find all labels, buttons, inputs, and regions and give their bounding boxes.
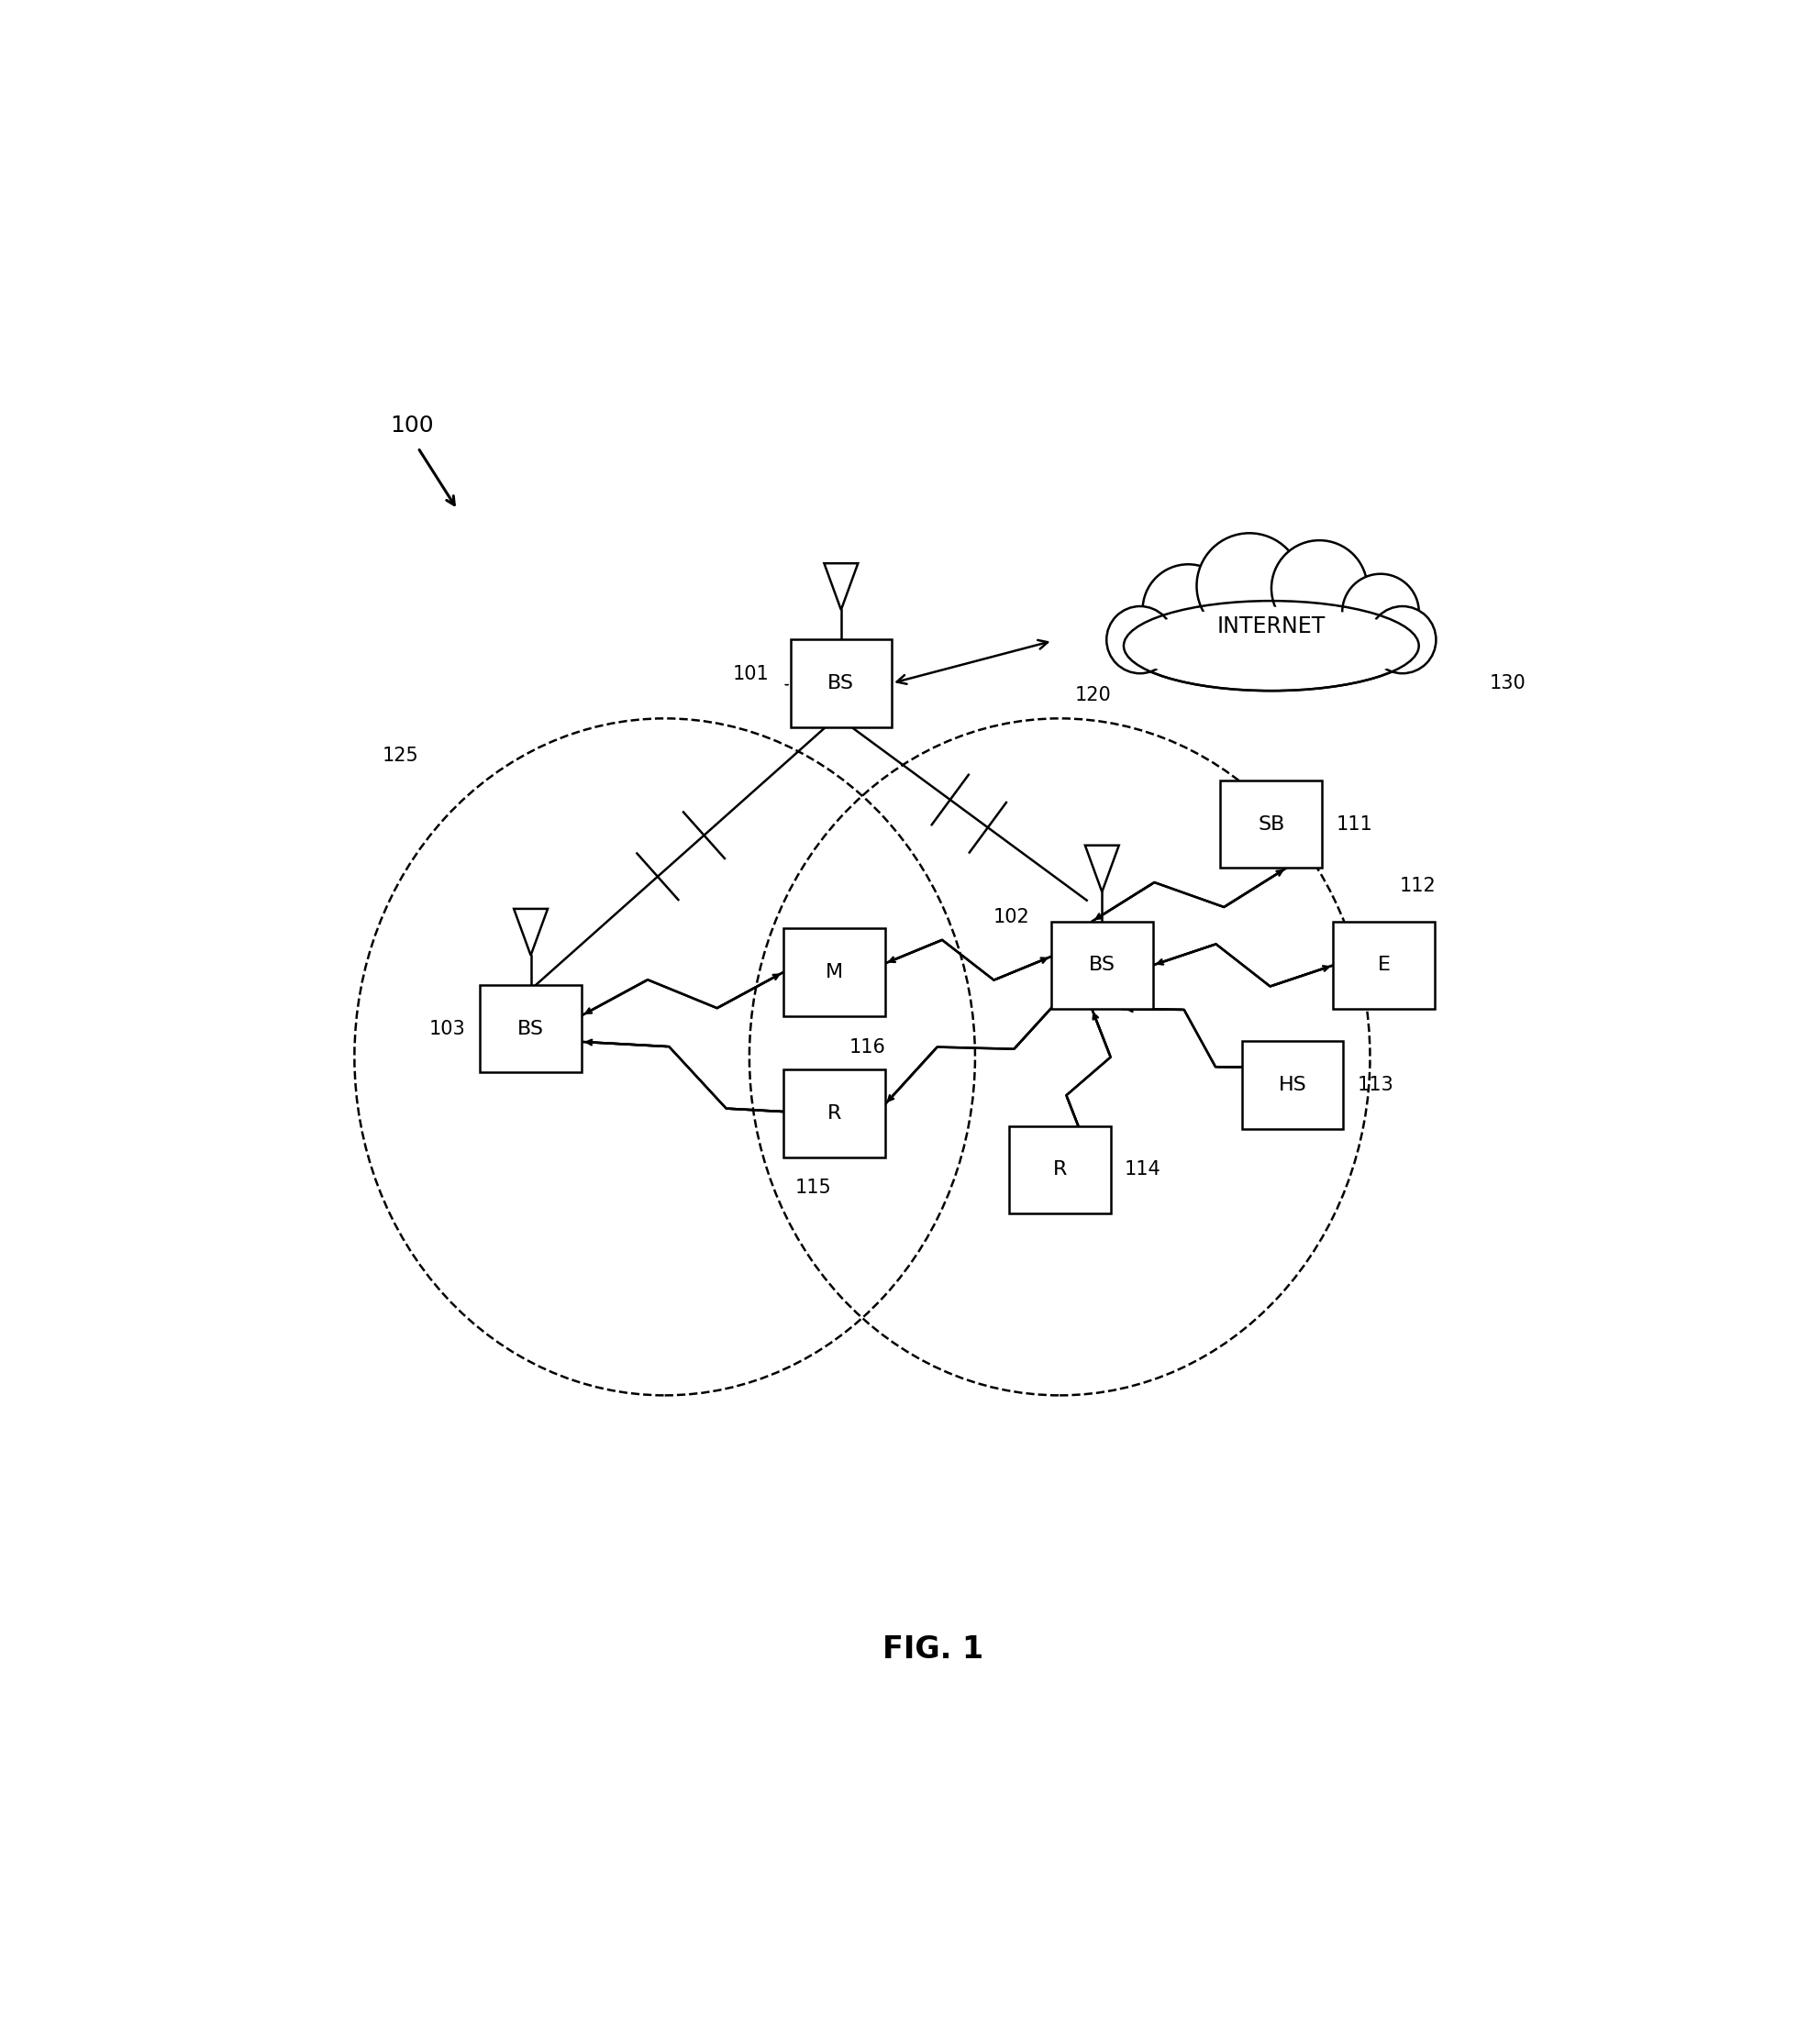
Text: 120: 120 [1076,686,1112,705]
Bar [783,1069,885,1157]
Text: BS: BS [828,674,854,693]
Text: R: R [826,1104,841,1122]
Text: INTERNET: INTERNET [1218,615,1325,638]
Bar [1334,921,1434,1008]
Text: 101: 101 [733,666,770,684]
Text: 112: 112 [1400,878,1436,896]
Text: 130: 130 [1491,674,1527,693]
Bar [790,640,892,727]
Circle shape [1369,607,1436,674]
Text: 103: 103 [430,1018,466,1039]
Ellipse shape [1123,601,1420,691]
Text: 115: 115 [795,1179,832,1198]
Bar [1241,1041,1343,1128]
Text: BS: BS [517,1018,544,1039]
Bar [480,986,582,1071]
Text: 116: 116 [850,1037,886,1057]
Text: 114: 114 [1125,1161,1161,1179]
Text: 113: 113 [1358,1076,1394,1094]
Ellipse shape [1128,607,1414,684]
Text: 102: 102 [994,909,1030,927]
Text: R: R [1052,1161,1067,1179]
Circle shape [1107,607,1174,674]
Text: 125: 125 [382,748,419,766]
Bar [1221,780,1321,868]
Circle shape [1143,564,1234,656]
Text: FIG. 1: FIG. 1 [883,1634,983,1664]
Text: HS: HS [1278,1076,1307,1094]
Text: 100: 100 [389,414,433,436]
Text: BS: BS [1088,955,1116,974]
Bar [1052,921,1152,1008]
Text: M: M [824,964,843,982]
Circle shape [1198,534,1301,640]
Text: 111: 111 [1336,815,1372,833]
Bar [1008,1126,1110,1214]
Circle shape [1272,540,1367,636]
Text: E: E [1378,955,1390,974]
Bar [783,929,885,1016]
Text: SB: SB [1258,815,1285,833]
Circle shape [1341,574,1420,650]
